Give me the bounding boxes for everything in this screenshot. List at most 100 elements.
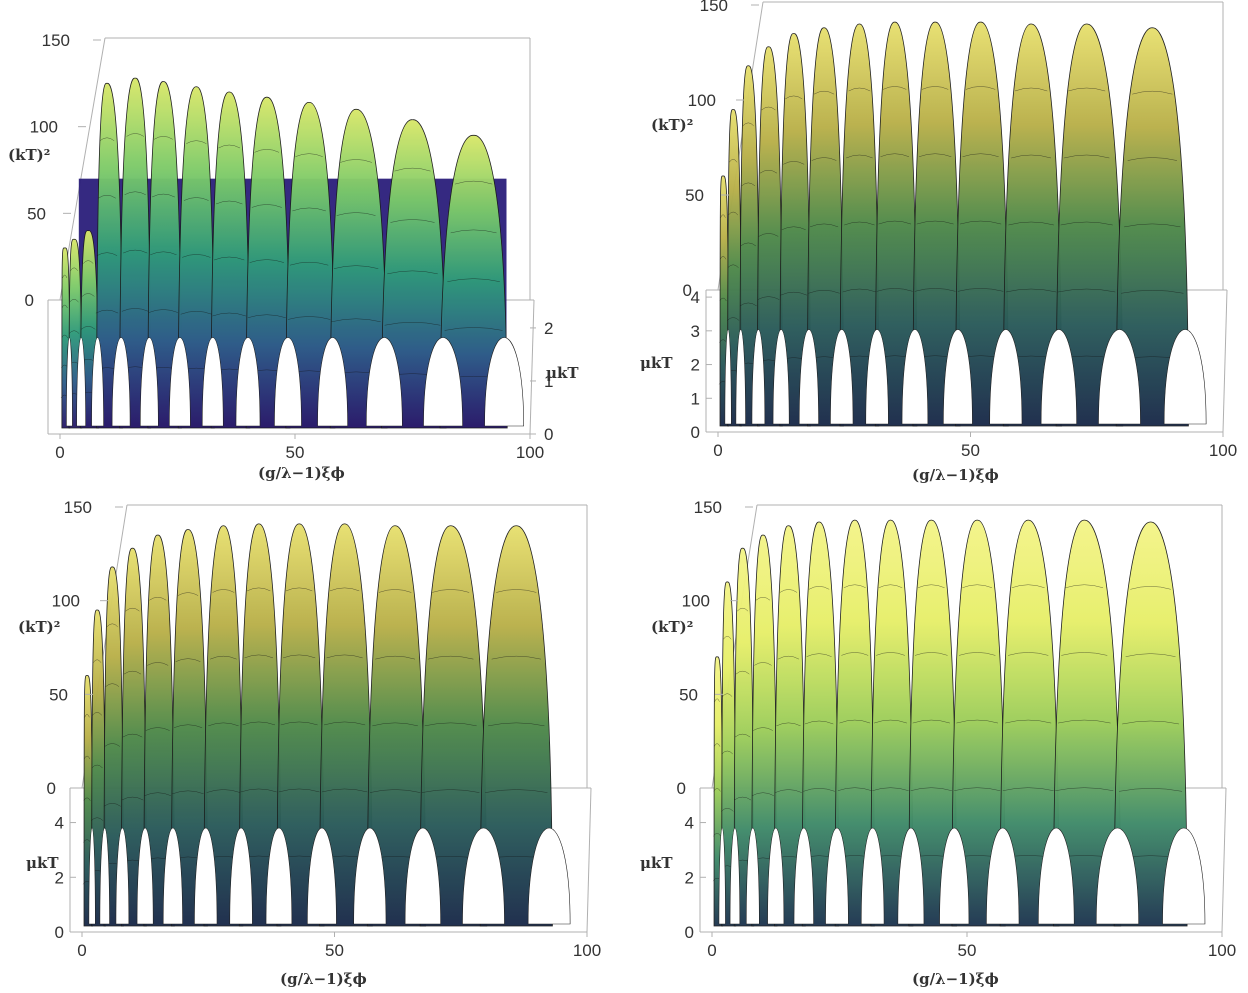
mesh-line [781,226,806,230]
mesh-line [958,652,996,656]
mesh-line [837,787,872,791]
ridge-13 [439,134,508,429]
mesh-line [721,808,734,812]
mesh-line [912,719,950,724]
valley-cutout [897,828,925,925]
mesh-line [755,597,771,601]
ridge-8 [874,21,918,427]
mesh-line [962,153,999,157]
valley-cutout [798,329,819,425]
mesh-line [289,261,329,266]
mesh-line [754,662,772,666]
ridge-10 [955,21,1009,427]
mesh-line [145,727,170,731]
mesh-line [959,220,1002,225]
mesh-line [777,655,800,660]
valley-cutout [162,828,183,925]
x-tick-label: 50 [958,941,977,960]
valley-cutout [901,329,929,425]
x-tick-label: 0 [707,941,716,960]
mesh-line [70,267,78,271]
mesh-line [123,670,142,675]
z-tick-label: 100 [52,592,80,611]
ridge-5 [779,33,811,427]
mesh-line [848,87,871,92]
ridge-10 [319,523,373,927]
ridge-7 [203,525,244,927]
mesh-line [394,167,431,172]
mesh-line [485,789,548,793]
y-axis-label: μkT [546,364,579,382]
ridge-12 [1053,519,1122,927]
mesh-line [1005,719,1052,724]
mesh-line [846,154,873,159]
mesh-line [1005,288,1057,293]
panel-bottom-right: 0 50 100 150 0 50 100 0 2 4 [677,498,1237,960]
valley-cutout [91,337,104,427]
mesh-line [1057,288,1116,293]
ridge-9 [245,96,291,429]
mesh-line [1011,584,1045,588]
ridge-12 [381,119,447,429]
ridge-5 [774,525,806,927]
mesh-line [910,787,952,791]
mesh-line [1063,154,1110,159]
ridge-13 [1115,27,1189,427]
mesh-line [378,589,412,593]
mesh-line [333,265,379,269]
mesh-line [180,311,212,315]
mesh-line [759,169,778,174]
mesh-line [340,159,373,163]
mesh-line [285,587,313,592]
ridge-10 [951,519,1006,927]
mesh-line [144,792,172,796]
x-tick-label: 50 [286,443,305,462]
ridge-7 [839,23,880,427]
mesh-line [1068,87,1106,92]
valley-cutout [353,828,387,925]
ridge-11 [329,108,388,429]
valley-cutout [317,337,348,427]
mesh-line [240,788,277,793]
mesh-line [714,698,720,702]
ridge-8 [210,91,251,429]
mesh-line [1014,87,1048,92]
mesh-line [1121,290,1184,294]
mesh-line [785,95,803,100]
mesh-line [84,714,90,718]
mesh-line [720,214,726,218]
mesh-line [1002,787,1054,791]
y-tick-label: 3 [691,322,700,341]
mesh-line [454,180,493,185]
z-tick-label: 150 [694,498,722,517]
valley-cutout [1037,827,1075,925]
mesh-line [321,788,368,793]
mesh-line [83,797,91,801]
mesh-line [206,789,241,793]
ridge-3 [733,547,755,927]
mesh-line [450,229,497,234]
mesh-line [92,712,103,716]
z-tick-label: 50 [27,204,46,223]
ridge-8 [870,519,914,927]
valley-cutout [860,828,885,925]
ridge-13 [1113,521,1188,927]
valley-cutout [793,828,814,925]
mesh-line [247,314,286,318]
mesh-line [753,727,773,731]
mesh-line [956,719,999,724]
z-tick-label: 100 [688,91,716,110]
z-tick-label: 50 [685,186,704,205]
ridge-11 [366,525,427,927]
mesh-line [872,787,909,791]
mesh-line [844,221,875,226]
mesh-line [839,719,871,724]
mesh-line [149,597,167,601]
mesh-line [249,259,285,263]
y-axis-label: μkT [640,854,673,872]
valley-cutout [235,337,261,427]
mesh-line [918,153,952,157]
y-tick-label: 2 [685,868,694,887]
valley-cutout [825,828,849,925]
ridge-6 [801,521,840,927]
